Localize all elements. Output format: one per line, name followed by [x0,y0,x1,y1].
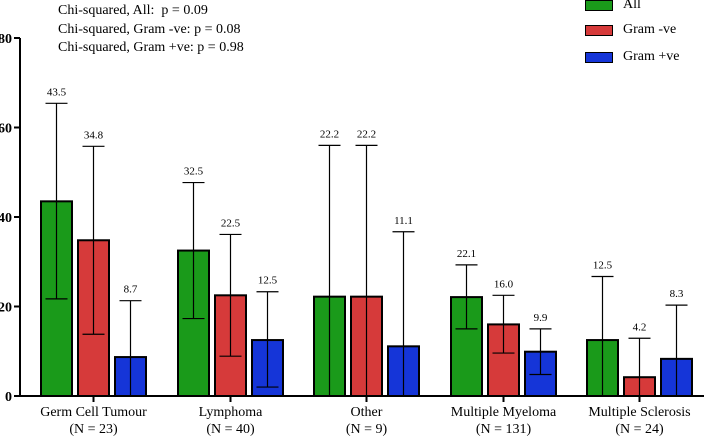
legend-swatch-gram-pos [585,51,613,63]
data-label: 22.2 [357,128,376,140]
data-label: 12.5 [593,260,613,272]
data-label: 22.1 [457,248,476,260]
legend-item-gram-pos: Gram +ve [585,48,680,66]
data-labels: 43.5 32.5 22.2 22.1 12.5 34.8 22.5 22.2 16.0 4.2 8… [47,86,684,333]
x-tick-labels: Germ Cell Tumour (N = 23) Lymphoma (N = 40)… [40,405,690,437]
data-label: 16.0 [494,278,514,290]
x-tick-label-n: (N = 24) [615,422,664,437]
y-tick-label: 60 [0,122,12,137]
data-label: 11.1 [394,215,413,227]
y-tick-label: 80 [0,32,12,47]
legend-swatch-all [585,0,613,11]
y-tick-label: 40 [0,211,12,226]
x-tick-label-n: (N = 23) [69,422,118,437]
x-tick-label: Multiple Sclerosis [588,405,690,420]
y-tick-label: 20 [0,301,12,316]
data-label: 4.2 [633,321,647,333]
legend-swatch-gram-neg [585,24,613,36]
y-tick-label: 0 [5,390,12,405]
error-bars [45,102,688,396]
data-label: 34.8 [84,129,104,141]
x-tick-label: Germ Cell Tumour [40,405,147,420]
x-tick-label: Lymphoma [199,405,264,420]
chi-squared-all-annotation: Chi-squared, All: p = 0.09 [58,3,208,18]
data-label: 9.9 [534,312,548,324]
legend-label-gram-pos: Gram +ve [623,49,680,64]
data-label: 12.5 [258,275,278,287]
chi-squared-gram-neg-annotation: Chi-squared, Gram -ve: p = 0.08 [58,22,241,37]
x-tick-label-n: (N = 131) [476,422,532,437]
x-tick-label-n: (N = 40) [206,422,255,437]
data-label: 22.2 [320,128,339,140]
chi-squared-gram-pos-annotation: Chi-squared, Gram +ve: p = 0.98 [58,40,244,55]
x-tick-label: Other [351,405,383,420]
legend-label-gram-neg: Gram -ve [623,22,677,37]
data-label: 22.5 [221,217,241,229]
x-tick-label: Multiple Myeloma [451,405,557,420]
data-label: 32.5 [184,166,204,178]
data-label: 8.7 [124,284,138,296]
data-label: 8.3 [670,288,684,300]
legend-item-gram-neg: Gram -ve [585,21,676,39]
data-label: 43.5 [47,86,67,98]
x-tick-label-n: (N = 9) [346,422,388,437]
legend-item-all: All [585,0,641,14]
legend-label-all: All [623,0,641,12]
